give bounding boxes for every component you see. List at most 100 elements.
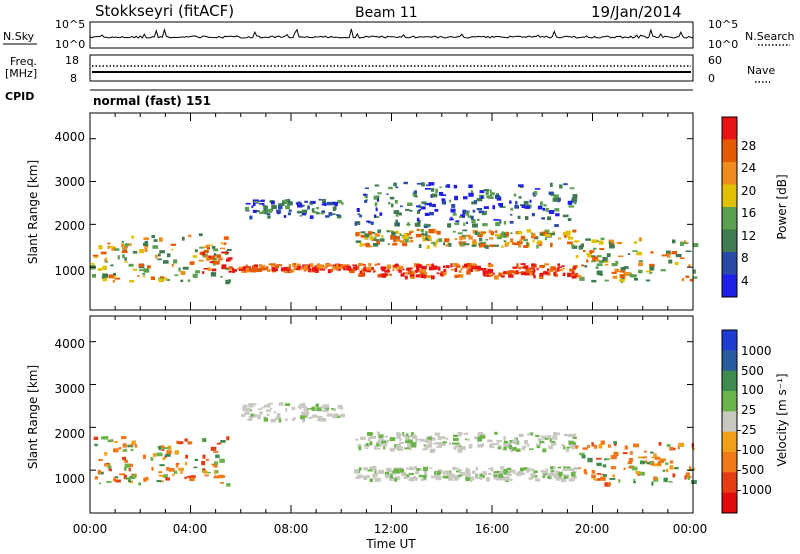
velocity-cell [490,443,495,446]
velocity-cell [302,405,305,409]
power-cell [526,242,529,247]
power-cell [188,234,192,238]
velocity-cell [477,437,483,442]
velocity-cell [512,446,517,451]
power-cell [526,229,532,233]
velocity-cell [369,441,373,446]
power-cell [416,182,422,185]
velocity-cell [571,471,577,474]
power-cell [252,209,257,213]
power-cell [616,241,623,245]
power-cell [180,270,186,276]
velocity-cell [687,477,690,480]
velocity-cell [389,474,393,479]
velocity-cell [503,440,509,444]
power-cell [379,238,385,242]
power-cell [557,269,563,272]
power-cell [476,231,481,236]
power-cell [345,266,351,269]
freq-right-tick-top: 60 [708,54,722,67]
power-cell [518,243,522,248]
power-cell [536,244,539,249]
velocity-cell [537,438,542,442]
power-cell [572,266,576,270]
power-cell [245,268,250,273]
power-cell [328,264,333,267]
power-cell [444,270,447,275]
velocity-cell [269,407,273,410]
power-colorbar-segment [722,162,737,185]
power-cell [355,232,359,237]
power-cbar-tick-24: 24 [741,161,756,175]
power-cell [381,235,384,238]
power-colorbar [722,117,737,298]
power-colorbar-segment [722,139,737,163]
velocity-cell [552,466,556,470]
xtick-2400: 00:00 [673,522,708,536]
power-cell [211,255,216,258]
power-cell [558,237,562,240]
freq-left-tick-top: 18 [65,54,79,67]
power-cell [389,196,395,200]
power-cell [359,270,363,275]
power-cell [445,185,449,188]
power-cell [490,231,495,236]
velocity-cell [551,441,557,446]
velocity-cell [535,434,540,437]
power-cell [567,272,572,278]
power-cell [198,233,203,237]
velocity-cell [649,461,653,465]
power-cell [207,255,212,258]
velocity-cell [107,439,113,443]
power-cell [386,230,392,233]
freq-label: Freq. [10,55,37,68]
velocity-cell [411,434,417,439]
power-cell [102,277,108,282]
power-cell [513,270,517,275]
power-cell [268,263,272,266]
velocity-cell [672,473,676,478]
velocity-cell [660,458,666,462]
velocity-ytick-2000: 2000 [54,427,85,441]
velocity-cell [503,436,506,441]
velocity-cell [219,458,225,463]
velocity-cell [372,476,376,479]
power-ytick-4000: 4000 [54,130,85,144]
power-cell [381,273,386,278]
power-cell [509,220,514,224]
power-cell [477,233,483,238]
power-cell [501,245,504,248]
power-cell [509,200,512,204]
power-cell [402,236,409,240]
power-cell [692,276,698,279]
velocity-cell [542,475,546,478]
velocity-cbar-tick-1000: 1000 [741,344,772,358]
power-cell [596,270,603,275]
power-cbar-tick-20: 20 [741,184,756,198]
power-cell [420,269,426,273]
power-cell [542,231,548,236]
power-cell [303,268,309,271]
velocity-cell [276,413,281,417]
power-cell [325,215,330,218]
velocity-cell [143,477,147,482]
power-cell [203,268,208,270]
power-cell [493,219,500,221]
power-cell [412,271,416,274]
power-cell [372,270,375,273]
velocity-cell [156,480,162,483]
power-cell [369,235,374,240]
power-cell [403,233,410,238]
cpid-value: normal (fast) 151 [93,94,211,108]
power-cell [439,272,443,277]
power-cell [252,203,256,206]
power-cell [312,267,317,271]
power-cell [316,207,320,210]
power-cell [142,273,146,276]
power-cell [328,212,333,216]
power-cell [424,203,430,206]
power-cell [232,267,235,272]
velocity-cell [423,444,426,447]
velocity-cell [453,474,460,480]
power-cell [330,268,334,272]
